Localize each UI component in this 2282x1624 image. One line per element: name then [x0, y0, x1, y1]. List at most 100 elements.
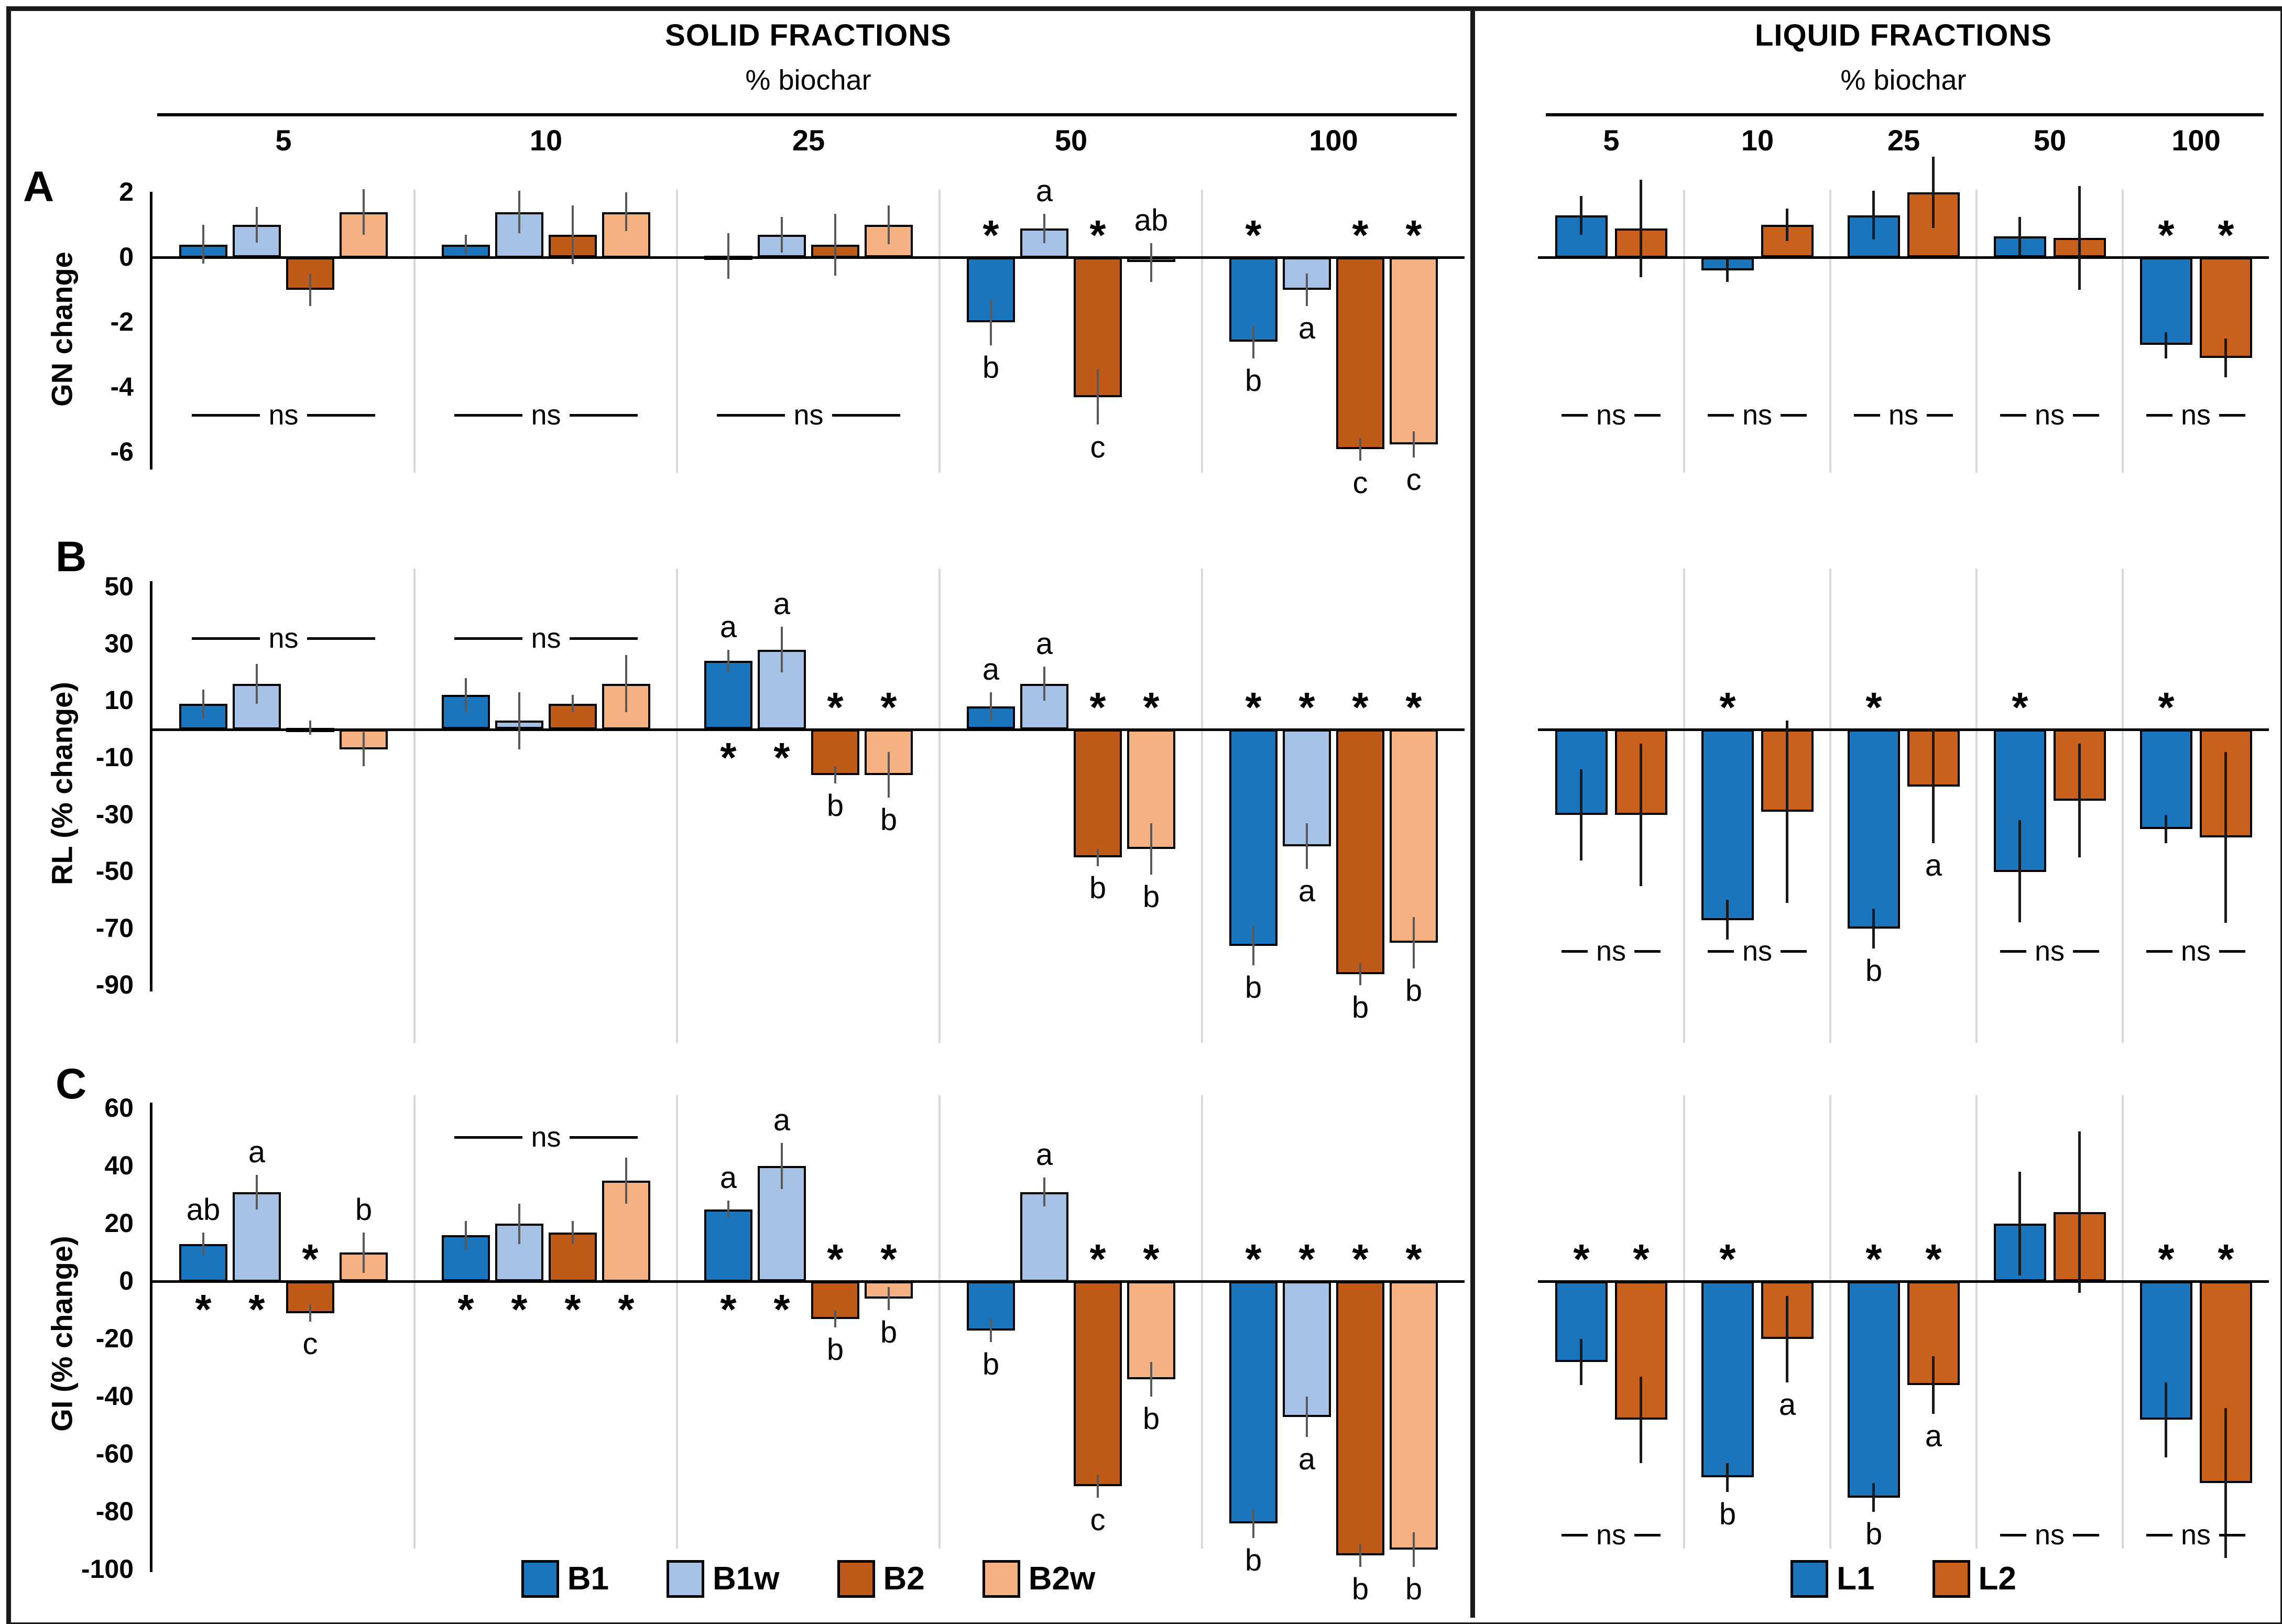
solid-legend: B1 B1w B2 B2w — [152, 1555, 1465, 1603]
group-separator — [413, 569, 416, 1043]
error-bar — [518, 1204, 520, 1244]
bar-B1 — [704, 1209, 752, 1282]
error-bar — [1150, 1362, 1152, 1397]
significance-letter: b — [1142, 1402, 1160, 1436]
error-bar — [727, 233, 729, 279]
error-bar — [363, 732, 365, 766]
figure-border — [6, 6, 2282, 1624]
category-label: 5 — [1603, 124, 1620, 157]
error-bar — [1932, 1356, 1935, 1414]
ns-dash — [454, 637, 523, 640]
error-bar — [1872, 909, 1875, 949]
significance-letter: a — [1925, 1419, 1942, 1453]
error-bar — [2224, 752, 2227, 923]
zero-baseline — [1538, 728, 2269, 731]
group-separator — [413, 1095, 416, 1549]
legend-label-B2: B2 — [883, 1561, 925, 1597]
y-axis-line — [150, 581, 152, 991]
error-bar — [309, 721, 311, 735]
legend-swatch-B1 — [521, 1560, 559, 1598]
y-axis-tick-label: -30 — [95, 800, 134, 829]
error-bar — [202, 225, 204, 264]
ns-marker: ns — [2125, 398, 2266, 432]
ns-dash — [1927, 413, 1953, 417]
group-separator — [1975, 1095, 1978, 1549]
significance-letter: c — [302, 1327, 318, 1361]
error-bar — [1872, 191, 1875, 239]
ns-marker: ns — [433, 622, 659, 655]
significance-star: * — [511, 1286, 528, 1333]
error-bar — [1306, 274, 1308, 306]
ns-marker: ns — [1833, 398, 1974, 432]
bar-B2w — [1127, 729, 1175, 849]
significance-letter: c — [1406, 463, 1422, 497]
group-separator — [1975, 569, 1978, 1043]
error-bar — [363, 1233, 365, 1273]
bar-B1 — [1229, 729, 1278, 946]
significance-star: * — [773, 734, 790, 781]
error-bar — [2224, 1408, 2227, 1558]
bar-B2w — [1390, 729, 1438, 943]
error-bar — [1786, 209, 1788, 241]
error-bar — [1359, 1544, 1361, 1567]
error-bar — [465, 235, 467, 254]
bar-B2w — [1390, 1281, 1438, 1550]
error-bar — [309, 274, 311, 306]
group-separator — [1683, 190, 1685, 473]
significance-star: * — [1405, 684, 1422, 731]
bar-L1 — [1701, 729, 1754, 920]
error-bar — [2165, 1382, 2167, 1457]
significance-star: * — [1245, 212, 1262, 258]
error-bar — [2078, 1131, 2081, 1293]
ns-label: ns — [531, 399, 561, 431]
significance-star: * — [1352, 1236, 1369, 1282]
ns-dash — [2000, 1533, 2026, 1536]
significance-star: * — [457, 1286, 474, 1333]
error-bar — [1306, 1397, 1308, 1437]
ns-dash — [307, 413, 375, 417]
ns-label: ns — [2034, 935, 2065, 967]
ns-label: ns — [2034, 399, 2065, 431]
ns-label: ns — [2180, 1519, 2211, 1551]
error-bar — [1726, 900, 1729, 940]
error-bar — [2224, 339, 2227, 377]
ns-marker: ns — [433, 398, 659, 432]
ns-dash — [1561, 413, 1588, 417]
error-bar — [2078, 744, 2081, 857]
significance-letter: a — [1035, 627, 1053, 661]
error-bar — [1097, 369, 1099, 424]
ns-dash — [2146, 413, 2172, 417]
significance-star: * — [1573, 1236, 1590, 1282]
significance-star: * — [1245, 684, 1262, 731]
category-label: 50 — [2033, 124, 2067, 157]
group-separator — [938, 569, 941, 1043]
error-bar — [1097, 1475, 1099, 1498]
ns-dash — [1561, 1533, 1588, 1536]
error-bar — [1726, 1463, 1729, 1492]
ns-marker: ns — [1541, 398, 1682, 432]
category-label: 25 — [1887, 124, 1920, 157]
group-separator — [676, 1095, 678, 1549]
error-bar — [1640, 1377, 1642, 1463]
significance-letter: b — [1865, 954, 1883, 988]
ns-label: ns — [2034, 1519, 2065, 1551]
significance-star: * — [1633, 1236, 1650, 1282]
legend-label-B1: B1 — [567, 1561, 609, 1597]
error-bar — [781, 627, 783, 672]
ns-label: ns — [531, 1121, 561, 1153]
group-separator — [1683, 569, 1685, 1043]
error-bar — [727, 650, 729, 672]
panel-label-b: B — [56, 533, 87, 581]
error-bar — [1359, 438, 1361, 461]
error-bar — [1726, 259, 1729, 282]
significance-letter: b — [1351, 1572, 1369, 1606]
significance-letter: b — [1142, 880, 1160, 914]
significance-letter: b — [826, 789, 844, 823]
error-bar — [1306, 823, 1308, 869]
ns-dash — [2000, 950, 2026, 953]
legend-item-B1: B1 — [521, 1560, 609, 1598]
ns-dash — [2219, 1533, 2246, 1536]
error-bar — [1097, 849, 1099, 866]
category-label: 5 — [275, 124, 292, 157]
significance-letter: b — [1405, 974, 1423, 1008]
